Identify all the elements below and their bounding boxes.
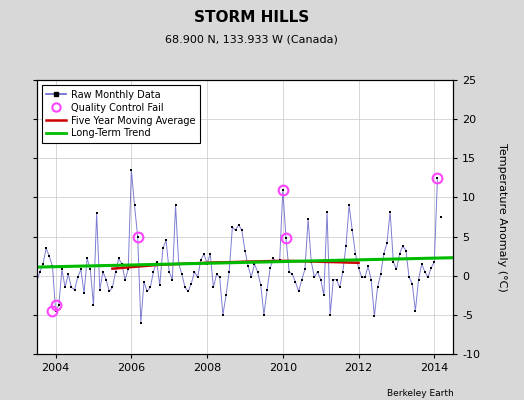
Text: 68.900 N, 133.933 W (Canada): 68.900 N, 133.933 W (Canada) (165, 34, 338, 44)
Text: STORM HILLS: STORM HILLS (194, 10, 309, 25)
Y-axis label: Temperature Anomaly (°C): Temperature Anomaly (°C) (497, 143, 507, 291)
Legend: Raw Monthly Data, Quality Control Fail, Five Year Moving Average, Long-Term Tren: Raw Monthly Data, Quality Control Fail, … (41, 85, 200, 143)
Text: Berkeley Earth: Berkeley Earth (387, 389, 453, 398)
